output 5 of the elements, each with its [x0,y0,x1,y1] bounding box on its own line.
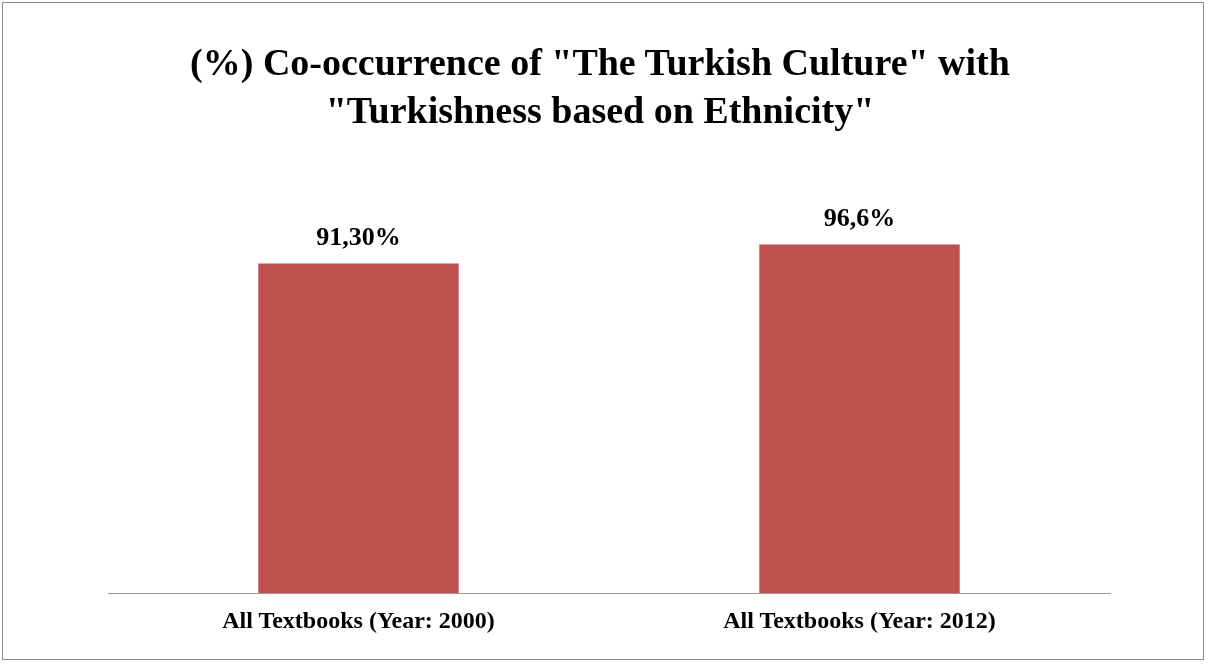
data-label: 96,6% [823,203,896,233]
x-tick-label: All Textbooks (Year: 2000) [222,606,495,633]
x-tick-label: All Textbooks (Year: 2012) [723,606,996,633]
chart-title: (%) Co-occurrence of "The Turkish Culture" with "Turkishness based on Ethnicity" [189,40,1011,133]
data-label: 91,30% [316,222,401,252]
